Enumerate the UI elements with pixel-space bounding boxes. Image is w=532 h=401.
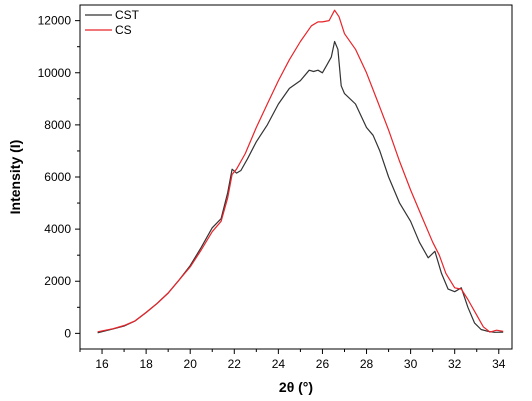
x-tick-label: 34: [492, 357, 506, 371]
y-tick-label: 4000: [44, 222, 71, 236]
series-line-cs: [97, 9, 504, 333]
series-line-cst: [97, 40, 504, 334]
y-tick-label: 6000: [44, 170, 71, 184]
plot-area: [79, 4, 513, 350]
y-tick-label: 10000: [38, 66, 72, 80]
x-tick-label: 16: [95, 357, 109, 371]
plot-frame: [79, 4, 513, 350]
x-tick-label: 18: [139, 357, 153, 371]
legend-label-cst: CST: [115, 8, 140, 22]
x-tick-label: 28: [360, 357, 374, 371]
x-tick-label: 26: [316, 357, 330, 371]
x-tick-label: 30: [404, 357, 418, 371]
x-tick-label: 24: [272, 357, 286, 371]
y-axis: 0 2000 4000 6000 8000 10000 12000: [38, 14, 80, 340]
y-tick-label: 2000: [44, 274, 71, 288]
y-tick-label: 0: [64, 326, 71, 340]
series-layer: [97, 9, 504, 334]
y-tick-label: 12000: [38, 14, 72, 28]
y-axis-title: Intensity (I): [7, 140, 23, 215]
x-axis: 16 18 20 22 24 26 28 30 32 34: [79, 349, 506, 371]
x-tick-label: 20: [184, 357, 198, 371]
x-axis-title: 2θ (°): [279, 379, 313, 395]
x-tick-label: 22: [228, 357, 242, 371]
x-tick-label: 32: [448, 357, 462, 371]
y-tick-label: 8000: [44, 118, 71, 132]
legend-label-cs: CS: [115, 23, 132, 37]
